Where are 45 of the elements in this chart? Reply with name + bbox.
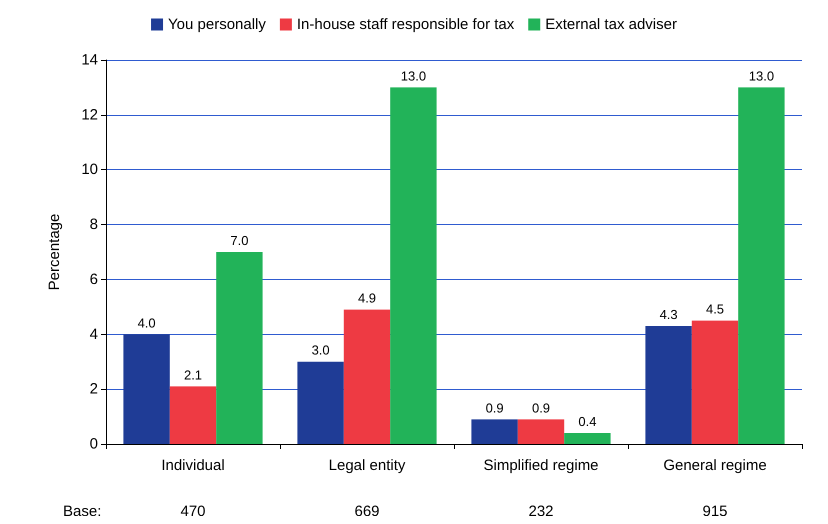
bar bbox=[344, 310, 390, 444]
bar bbox=[471, 419, 518, 444]
data-label: 4.3 bbox=[660, 307, 678, 322]
data-label: 2.1 bbox=[184, 367, 202, 382]
data-label: 13.0 bbox=[748, 68, 774, 84]
y-tick-label: 8 bbox=[90, 216, 98, 234]
x-tick-label: Simplified regime bbox=[483, 457, 599, 474]
bar bbox=[123, 334, 170, 444]
text: 669 bbox=[354, 503, 380, 520]
y-axis-title: Percentage bbox=[46, 214, 63, 290]
legend-label: In-house staff responsible for tax bbox=[296, 16, 515, 33]
data-label: 4.0 bbox=[138, 315, 156, 330]
data-label: 0.9 bbox=[532, 400, 550, 416]
data-label: 4.5 bbox=[706, 302, 724, 317]
legend-label: You personally bbox=[168, 16, 266, 33]
text: Base: bbox=[63, 503, 102, 520]
bar bbox=[518, 419, 564, 444]
data-label: 3.0 bbox=[312, 342, 330, 358]
bar bbox=[216, 252, 263, 444]
x-tick-label: General regime bbox=[663, 457, 767, 474]
data-label: 0.9 bbox=[486, 400, 504, 416]
text: 470 bbox=[180, 503, 206, 520]
text: 232 bbox=[528, 503, 554, 520]
bar bbox=[738, 87, 785, 444]
bar bbox=[645, 326, 692, 444]
x-tick-label: Legal entity bbox=[328, 457, 406, 474]
y-tick-label: 14 bbox=[81, 52, 98, 68]
data-label: 13.0 bbox=[400, 68, 426, 84]
y-tick-label: 10 bbox=[81, 161, 98, 178]
data-label: 7.0 bbox=[230, 233, 248, 248]
data-label: 4.9 bbox=[358, 290, 376, 306]
y-tick-label: 4 bbox=[90, 326, 98, 343]
y-tick-label: 2 bbox=[90, 380, 98, 398]
bar bbox=[297, 362, 344, 444]
y-tick-label: 6 bbox=[90, 270, 98, 288]
bar bbox=[390, 87, 437, 444]
bar bbox=[564, 433, 611, 444]
data-label: 0.4 bbox=[578, 414, 596, 430]
bar bbox=[692, 320, 738, 444]
legend-label: External tax adviser bbox=[545, 16, 677, 33]
text: 915 bbox=[702, 503, 728, 520]
y-tick-label: 12 bbox=[81, 106, 98, 124]
bar bbox=[170, 386, 216, 444]
y-tick-label: 0 bbox=[90, 436, 98, 452]
x-tick-label: Individual bbox=[161, 457, 225, 474]
